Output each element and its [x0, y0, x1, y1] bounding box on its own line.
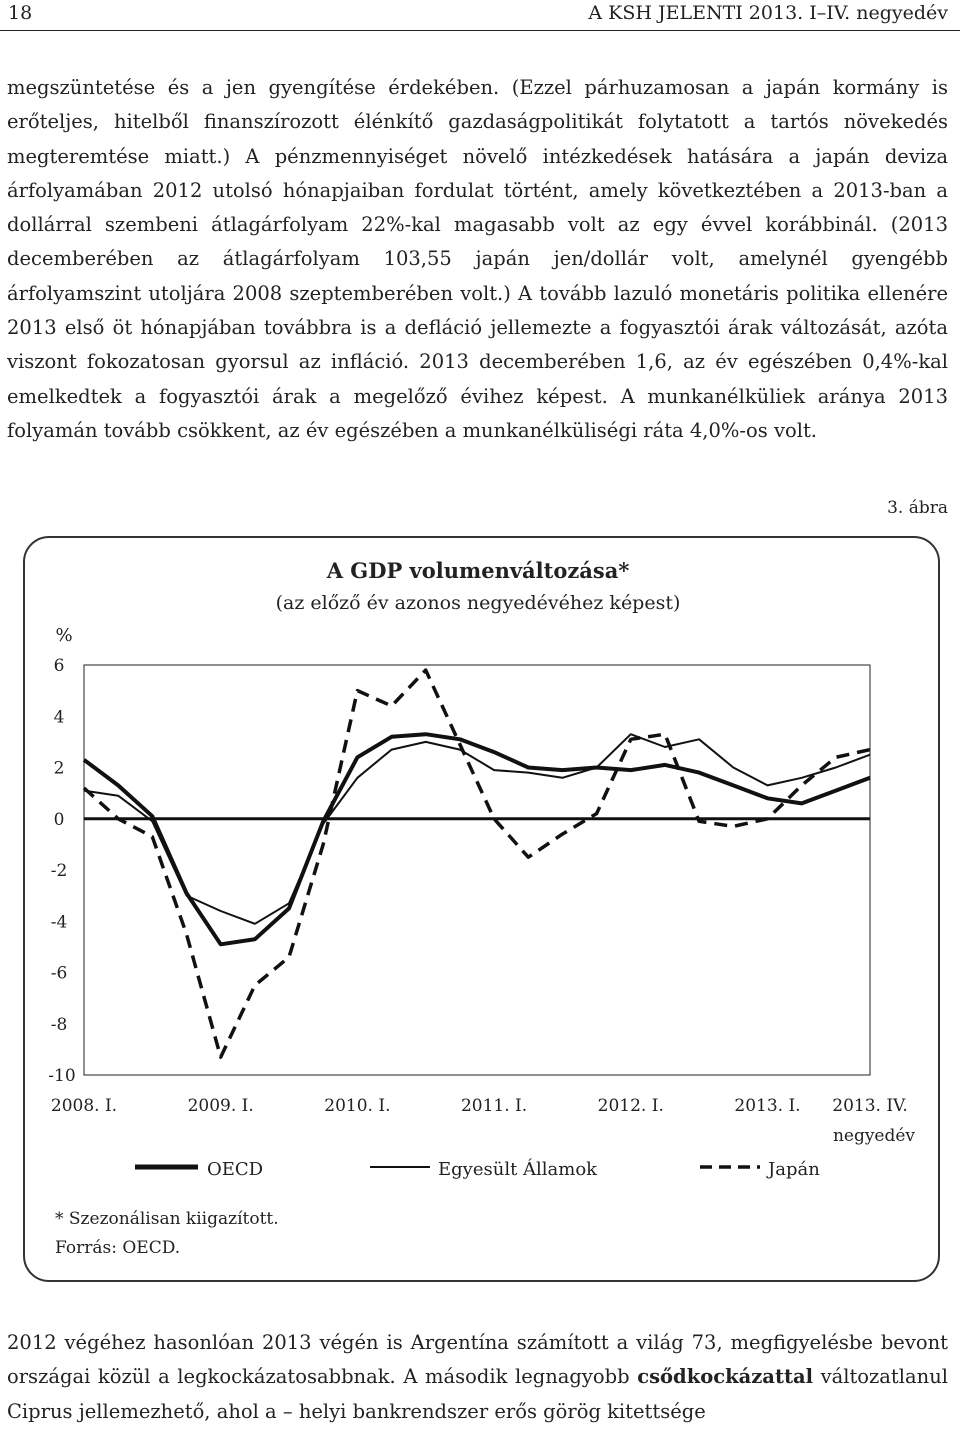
gdp-chart: A GDP volumenváltozása* (az előző év azo… — [48, 558, 915, 1258]
y-axis-unit: % — [55, 625, 72, 646]
series-line-egyes-lt-llamok — [83, 733, 871, 925]
body-paragraph-1: megszüntetése és a jen gyengítése érdeké… — [7, 76, 948, 442]
x-tick-label: 2012. I. — [598, 1096, 664, 1116]
x-tick-label: 2011. I. — [461, 1096, 527, 1116]
x-tick-label: 2008. I. — [51, 1096, 117, 1116]
page-number: 18 — [8, 2, 33, 24]
y-tick-label: 0 — [54, 810, 65, 830]
running-title: A KSH JELENTI 2013. I–IV. negyedév — [588, 2, 948, 24]
legend-label-usa: Egyesült Államok — [438, 1157, 598, 1180]
footnote: * Szezonálisan kiigazított. — [55, 1209, 279, 1229]
plot-border — [83, 664, 871, 1076]
figure-number: 3. ábra — [887, 498, 948, 518]
y-tick-label: -4 — [51, 912, 68, 932]
paragraph2-bold-term: csődkockázattal — [637, 1365, 813, 1389]
x-tick-label: 2013. IV. — [832, 1096, 908, 1116]
series-line-oecd — [82, 732, 871, 947]
paragraph2-text-b: változatlanul Ciprus jellemezhető, ahol … — [7, 1365, 948, 1423]
x-tick-label: 2009. I. — [188, 1096, 254, 1116]
y-tick-label: -6 — [51, 964, 68, 984]
plot-area: 6 4 2 0 -2 -4 -6 -8 -10 2008. I. 2009. I. 2010. I. 2… — [48, 656, 915, 1146]
paragraph2-text-a: 2012 végéhez hasonlóan 2013 végén is Arg… — [7, 1331, 948, 1389]
y-tick-label: 6 — [54, 656, 65, 676]
chart-frame — [23, 536, 940, 1282]
x-tick-label: 2013. I. — [734, 1096, 800, 1116]
chart-subtitle: (az előző év azonos negyedévéhez képest) — [276, 592, 681, 614]
page-header: 18 A KSH JELENTI 2013. I–IV. negyedév — [0, 0, 960, 31]
chart-title: A GDP volumenváltozása* — [326, 558, 630, 583]
series-line-jap-n — [82, 668, 871, 1059]
y-tick-label: -10 — [48, 1066, 75, 1086]
legend-label-oecd: OECD — [207, 1159, 263, 1180]
y-tick-label: -8 — [51, 1015, 68, 1035]
y-tick-label: 2 — [54, 759, 65, 779]
y-tick-label: 4 — [54, 707, 65, 727]
legend: OECD Egyesült Államok Japán — [135, 1157, 820, 1180]
source-note: Forrás: OECD. — [55, 1238, 180, 1258]
x-tick-label-extra: negyedév — [833, 1126, 915, 1146]
y-tick-label: -2 — [51, 861, 68, 881]
x-tick-label: 2010. I. — [324, 1096, 390, 1116]
body-paragraph-2: 2012 végéhez hasonlóan 2013 végén is Arg… — [7, 1326, 948, 1429]
legend-label-japan: Japán — [766, 1159, 820, 1180]
